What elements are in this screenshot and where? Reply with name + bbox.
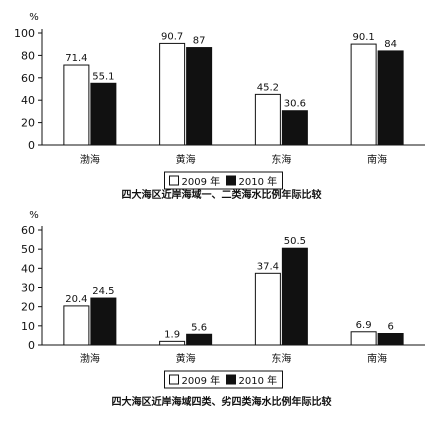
legend-swatch-2009 <box>169 175 179 186</box>
chart-title: 四大海区近岸海域一、二类海水比例年际比较 <box>122 188 322 201</box>
bar-value-label: 5.6 <box>191 322 207 333</box>
bar-2009 <box>350 43 377 146</box>
bar-value-label: 45.2 <box>257 82 279 93</box>
category-label: 渤海 <box>80 153 100 166</box>
bar-2009 <box>159 42 186 146</box>
y-tick-label: 10 <box>21 320 35 333</box>
bar-value-label: 90.7 <box>161 31 183 42</box>
bar-value-label: 84 <box>384 39 397 50</box>
category-label: 南海 <box>367 153 387 166</box>
bar-value-label: 6 <box>387 322 393 333</box>
bar-value-label: 37.4 <box>257 261 279 272</box>
category-label: 东海 <box>271 153 291 166</box>
legend: 2009 年 2010 年 <box>164 171 283 190</box>
bar-value-label: 24.5 <box>92 286 114 297</box>
legend-label-2010: 2010 年 <box>239 175 278 188</box>
category-label: 黄海 <box>176 153 196 166</box>
bar-2010 <box>377 50 404 146</box>
bar-2009 <box>63 305 90 346</box>
y-tick-label: 0 <box>28 139 35 152</box>
y-axis-unit: % <box>29 210 39 221</box>
bar-value-label: 87 <box>193 36 206 47</box>
category-label: 东海 <box>271 352 291 365</box>
bar-value-label: 6.9 <box>356 320 372 331</box>
bar-2009 <box>254 272 281 346</box>
legend-label-2009: 2009 年 <box>182 175 221 188</box>
bar-2009 <box>350 331 377 346</box>
y-tick-label: 60 <box>21 72 35 85</box>
y-tick-label: 40 <box>21 262 35 275</box>
category-label: 渤海 <box>80 352 100 365</box>
legend: 2009 年 2010 年 <box>164 370 283 389</box>
y-tick-label: 50 <box>21 243 35 256</box>
y-tick-label: 0 <box>28 339 35 352</box>
y-axis-unit: % <box>29 12 39 23</box>
legend-label-2010: 2010 年 <box>239 374 278 387</box>
bar-2010 <box>281 110 308 146</box>
y-tick-label: 20 <box>21 301 35 314</box>
legend-swatch-2010 <box>226 175 236 186</box>
bar-2010 <box>90 82 117 146</box>
legend-box <box>164 370 283 389</box>
bar-2010 <box>281 247 308 346</box>
chart-1: 0 20 40 60 80 100% 71.4 55.1 渤海 90.7 87 黄海 45.2 30.6 东… <box>14 12 425 201</box>
bar-2010 <box>186 333 213 346</box>
bar-value-label: 90.1 <box>352 32 374 43</box>
y-tick-label: 80 <box>21 49 35 62</box>
legend-swatch-2009 <box>169 374 179 385</box>
bar-2010 <box>90 297 117 346</box>
bar-value-label: 1.9 <box>164 329 180 340</box>
legend-label-2009: 2009 年 <box>182 374 221 387</box>
category-label: 黄海 <box>176 352 196 365</box>
y-tick-label: 40 <box>21 94 35 107</box>
bar-value-label: 20.4 <box>65 294 87 305</box>
category-label: 南海 <box>367 352 387 365</box>
y-tick-label: 20 <box>21 117 35 130</box>
bar-2009 <box>159 340 186 346</box>
bar-2009 <box>254 93 281 146</box>
chart-title: 四大海区近岸海域四类、劣四类海水比例年际比较 <box>112 395 332 408</box>
y-tick-label: 30 <box>21 282 35 295</box>
bar-value-label: 30.6 <box>284 99 306 110</box>
bar-value-label: 71.4 <box>65 53 87 64</box>
y-tick-label: 100 <box>14 27 35 40</box>
bar-2010 <box>186 47 213 146</box>
bar-2010 <box>377 333 404 346</box>
y-tick-label: 60 <box>21 224 35 237</box>
bar-value-label: 55.1 <box>92 71 114 82</box>
chart-2: 0 10 20 30 40 50 60% 20.4 24.5 渤海 1.9 5.6 黄海 37.4 50.5… <box>21 210 425 408</box>
bar-value-label: 50.5 <box>284 236 306 247</box>
legend-swatch-2010 <box>226 374 236 385</box>
legend-box <box>164 171 283 190</box>
bar-2009 <box>63 64 90 146</box>
